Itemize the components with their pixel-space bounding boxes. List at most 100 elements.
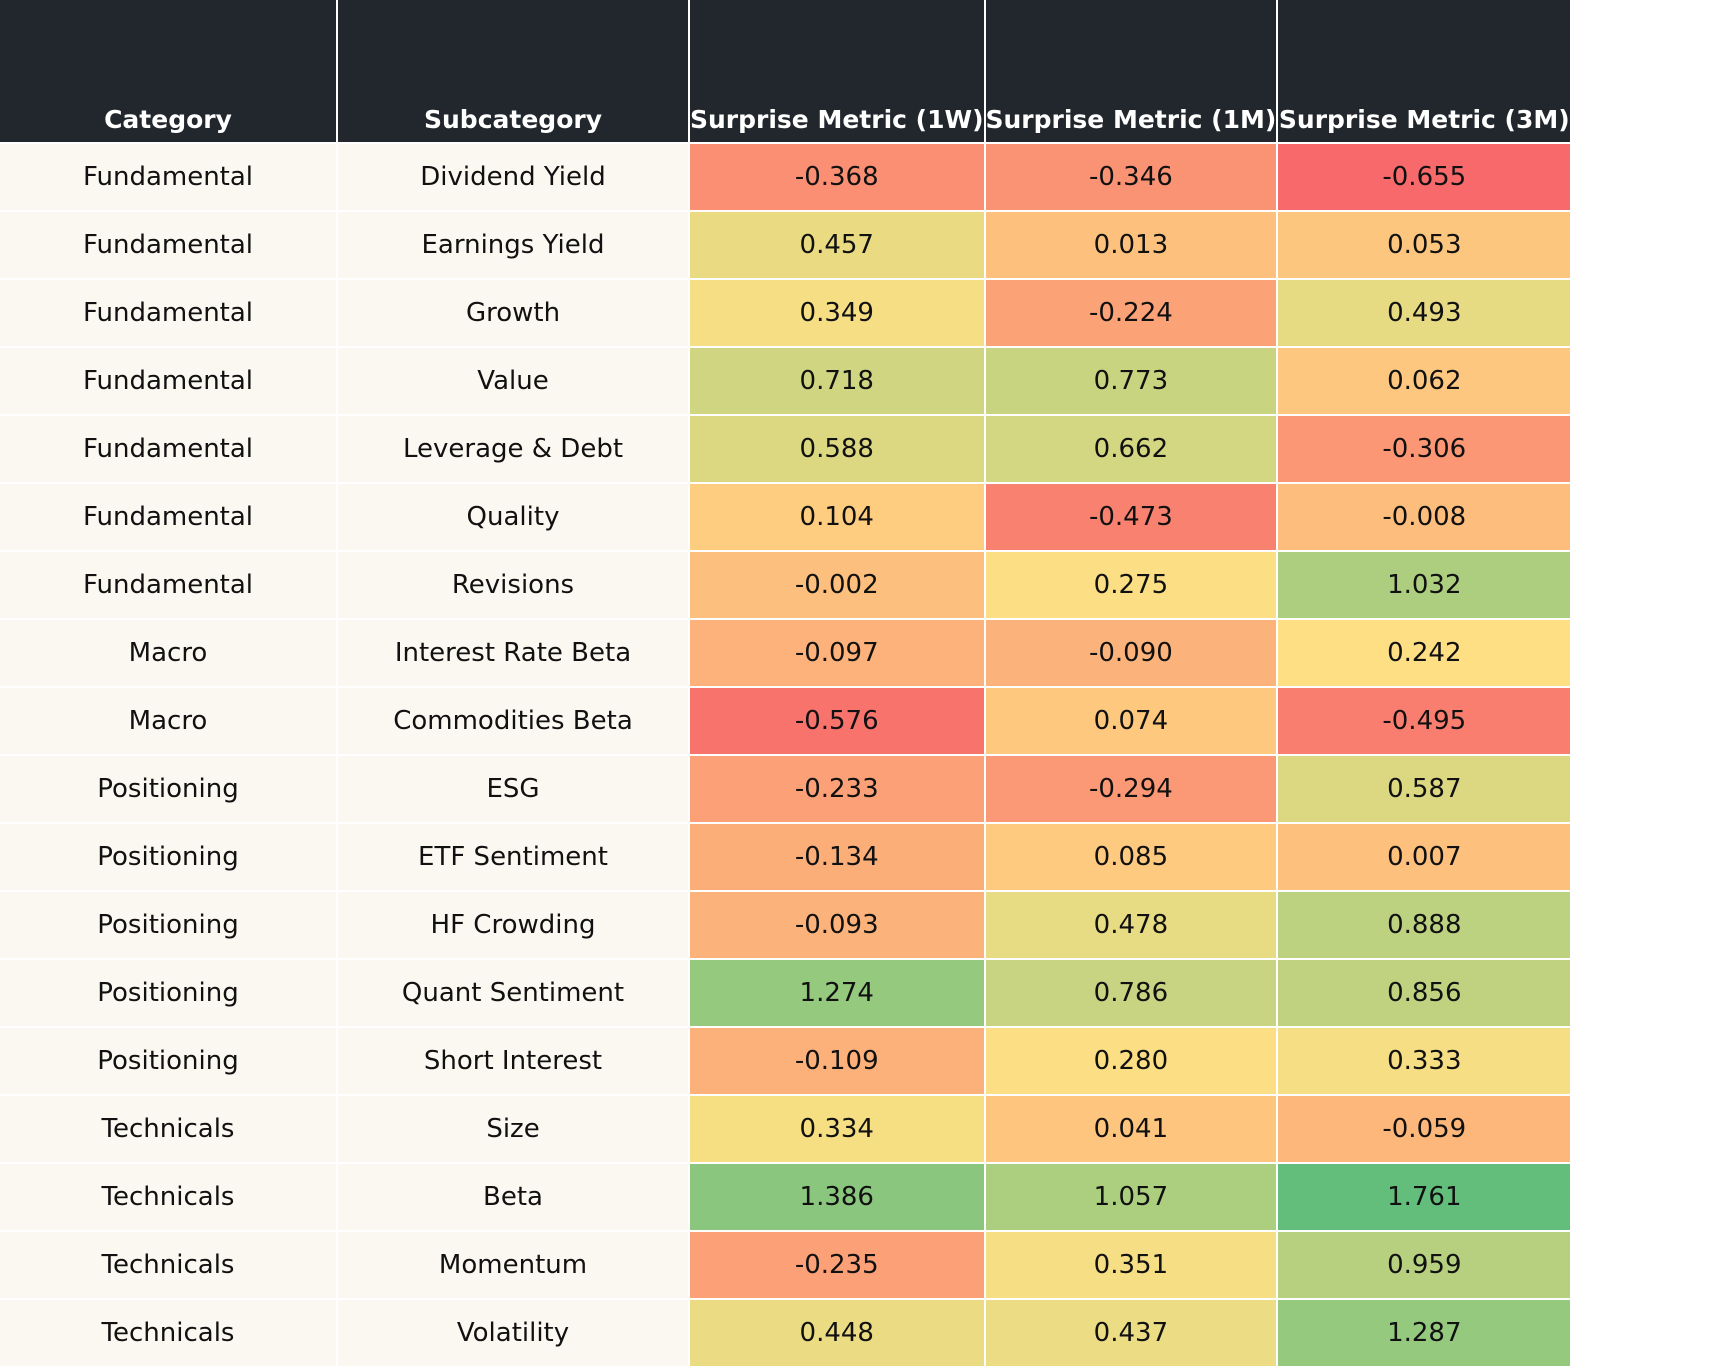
category-cell: Fundamental [0, 484, 336, 550]
category-cell: Technicals [0, 1232, 336, 1298]
column-header-surprise-3m[interactable]: Surprise Metric (3M) [1278, 0, 1571, 142]
subcategory-cell: ETF Sentiment [338, 824, 688, 890]
table-row: Positioning HF Crowding -0.093 0.478 0.888 [0, 892, 1571, 958]
table-row: Technicals Volatility 0.448 0.437 1.287 [0, 1300, 1571, 1366]
heatmap-cell-surprise-3m: 0.007 [1278, 824, 1571, 890]
category-cell: Fundamental [0, 280, 336, 346]
category-cell: Fundamental [0, 212, 336, 278]
heatmap-cell-surprise-1m: -0.346 [985, 144, 1277, 210]
subcategory-cell: Size [338, 1096, 688, 1162]
category-cell: Macro [0, 688, 336, 754]
heatmap-cell-surprise-3m: 0.959 [1278, 1232, 1571, 1298]
table-row: Fundamental Quality 0.104 -0.473 -0.008 [0, 484, 1571, 550]
subcategory-cell: Growth [338, 280, 688, 346]
heatmap-cell-surprise-1m: 0.773 [985, 348, 1277, 414]
subcategory-cell: HF Crowding [338, 892, 688, 958]
heatmap-cell-surprise-1m: 0.041 [985, 1096, 1277, 1162]
heatmap-cell-surprise-3m: 0.587 [1278, 756, 1571, 822]
category-cell: Fundamental [0, 416, 336, 482]
column-header-surprise-1w[interactable]: Surprise Metric (1W) [690, 0, 984, 142]
heatmap-cell-surprise-1m: 0.013 [985, 212, 1277, 278]
heatmap-cell-surprise-1m: -0.090 [985, 620, 1277, 686]
subcategory-cell: Quant Sentiment [338, 960, 688, 1026]
heatmap-cell-surprise-1w: 1.386 [690, 1164, 984, 1230]
column-header-subcategory[interactable]: Subcategory [338, 0, 688, 142]
category-cell: Positioning [0, 756, 336, 822]
heatmap-cell-surprise-1w: -0.002 [690, 552, 984, 618]
column-header-surprise-1m[interactable]: Surprise Metric (1M) [985, 0, 1277, 142]
heatmap-cell-surprise-3m: 1.287 [1278, 1300, 1571, 1366]
heatmap-cell-surprise-1m: -0.294 [985, 756, 1277, 822]
heatmap-cell-surprise-3m: 1.032 [1278, 552, 1571, 618]
table-row: Positioning Quant Sentiment 1.274 0.786 0.85… [0, 960, 1571, 1026]
heatmap-cell-surprise-1m: 0.074 [985, 688, 1277, 754]
heatmap-cell-surprise-3m: -0.495 [1278, 688, 1571, 754]
table-row: Positioning Short Interest -0.109 0.280 0.33… [0, 1028, 1571, 1094]
table-row: Macro Interest Rate Beta -0.097 -0.090 0.242 [0, 620, 1571, 686]
heatmap-cell-surprise-3m: 0.888 [1278, 892, 1571, 958]
heatmap-cell-surprise-1w: 0.588 [690, 416, 984, 482]
heatmap-cell-surprise-1w: 0.718 [690, 348, 984, 414]
subcategory-cell: Revisions [338, 552, 688, 618]
heatmap-cell-surprise-1m: 0.280 [985, 1028, 1277, 1094]
heatmap-cell-surprise-1w: -0.097 [690, 620, 984, 686]
heatmap-cell-surprise-1w: -0.235 [690, 1232, 984, 1298]
heatmap-cell-surprise-1w: 0.349 [690, 280, 984, 346]
heatmap-cell-surprise-1m: 1.057 [985, 1164, 1277, 1230]
table-row: Fundamental Growth 0.349 -0.224 0.493 [0, 280, 1571, 346]
subcategory-cell: Earnings Yield [338, 212, 688, 278]
category-cell: Positioning [0, 1028, 336, 1094]
subcategory-cell: ESG [338, 756, 688, 822]
heatmap-cell-surprise-1m: 0.351 [985, 1232, 1277, 1298]
subcategory-cell: Commodities Beta [338, 688, 688, 754]
subcategory-cell: Momentum [338, 1232, 688, 1298]
category-cell: Positioning [0, 892, 336, 958]
subcategory-cell: Dividend Yield [338, 144, 688, 210]
table-body: Fundamental Dividend Yield -0.368 -0.346 -0.… [0, 144, 1571, 1366]
heatmap-cell-surprise-1w: -0.134 [690, 824, 984, 890]
heatmap-cell-surprise-1m: 0.085 [985, 824, 1277, 890]
table-row: Fundamental Leverage & Debt 0.588 0.662 -0.3… [0, 416, 1571, 482]
subcategory-cell: Quality [338, 484, 688, 550]
subcategory-cell: Volatility [338, 1300, 688, 1366]
column-header-category[interactable]: Category [0, 0, 336, 142]
subcategory-cell: Interest Rate Beta [338, 620, 688, 686]
heatmap-cell-surprise-3m: 1.761 [1278, 1164, 1571, 1230]
heatmap-cell-surprise-3m: -0.306 [1278, 416, 1571, 482]
heatmap-cell-surprise-1w: -0.109 [690, 1028, 984, 1094]
category-cell: Technicals [0, 1300, 336, 1366]
heatmap-cell-surprise-3m: 0.333 [1278, 1028, 1571, 1094]
heatmap-cell-surprise-1w: 1.274 [690, 960, 984, 1026]
subcategory-cell: Leverage & Debt [338, 416, 688, 482]
table-row: Technicals Beta 1.386 1.057 1.761 [0, 1164, 1571, 1230]
heatmap-cell-surprise-1m: 0.437 [985, 1300, 1277, 1366]
heatmap-cell-surprise-1m: -0.473 [985, 484, 1277, 550]
subcategory-cell: Beta [338, 1164, 688, 1230]
table-row: Macro Commodities Beta -0.576 0.074 -0.495 [0, 688, 1571, 754]
table-row: Technicals Size 0.334 0.041 -0.059 [0, 1096, 1571, 1162]
data-grid: Category Subcategory Surprise Metric (1W… [0, 0, 1571, 1366]
category-cell: Technicals [0, 1096, 336, 1162]
heatmap-cell-surprise-3m: -0.008 [1278, 484, 1571, 550]
category-cell: Technicals [0, 1164, 336, 1230]
heatmap-cell-surprise-1m: 0.478 [985, 892, 1277, 958]
heatmap-cell-surprise-3m: 0.053 [1278, 212, 1571, 278]
category-cell: Fundamental [0, 552, 336, 618]
category-cell: Positioning [0, 824, 336, 890]
heatmap-cell-surprise-1m: 0.662 [985, 416, 1277, 482]
heatmap-cell-surprise-1m: 0.275 [985, 552, 1277, 618]
category-cell: Macro [0, 620, 336, 686]
subcategory-cell: Value [338, 348, 688, 414]
heatmap-cell-surprise-1w: -0.233 [690, 756, 984, 822]
subcategory-cell: Short Interest [338, 1028, 688, 1094]
category-cell: Positioning [0, 960, 336, 1026]
heatmap-cell-surprise-1w: -0.368 [690, 144, 984, 210]
heatmap-cell-surprise-1w: -0.576 [690, 688, 984, 754]
category-cell: Fundamental [0, 348, 336, 414]
header-row: Category Subcategory Surprise Metric (1W… [0, 0, 1571, 142]
table-row: Fundamental Earnings Yield 0.457 0.013 0.053 [0, 212, 1571, 278]
heatmap-cell-surprise-1w: -0.093 [690, 892, 984, 958]
category-cell: Fundamental [0, 144, 336, 210]
heatmap-cell-surprise-3m: -0.059 [1278, 1096, 1571, 1162]
